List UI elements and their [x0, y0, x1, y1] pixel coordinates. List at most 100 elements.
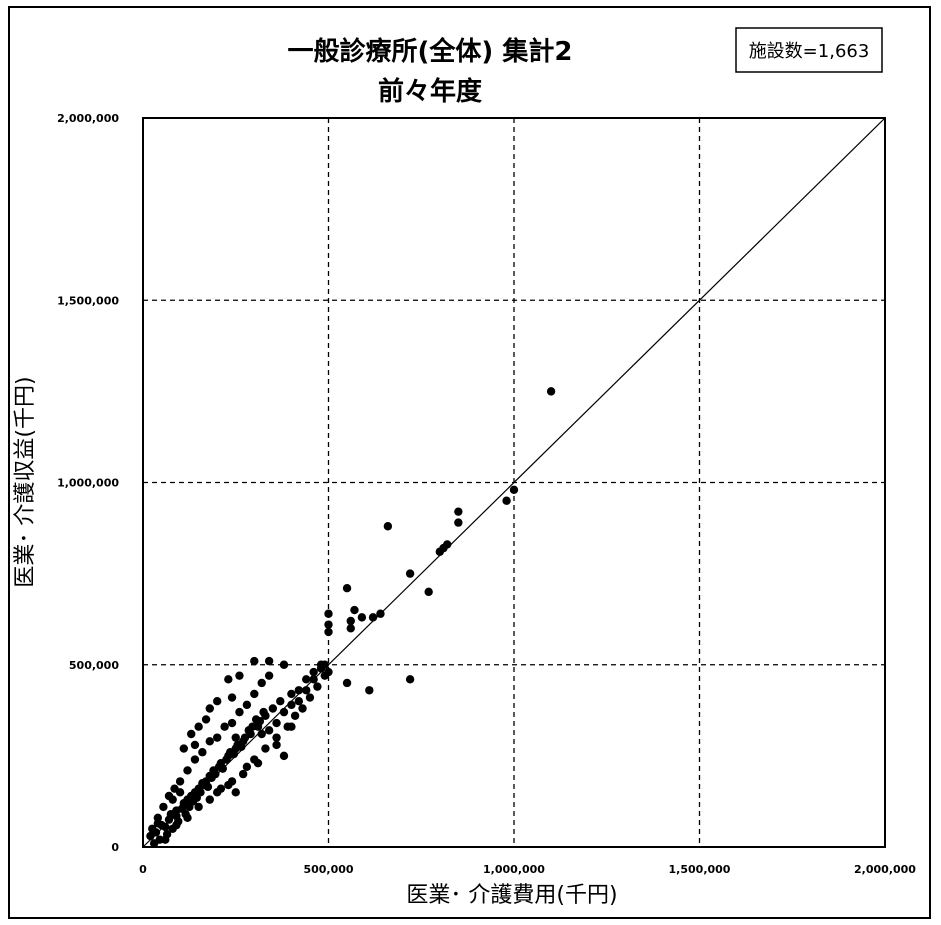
data-point	[220, 722, 229, 731]
data-point	[350, 605, 359, 615]
data-point	[324, 627, 333, 637]
data-point	[546, 387, 556, 396]
data-point	[213, 697, 222, 706]
data-point	[161, 822, 170, 832]
chart-title: 一般診療所(全体) 集計2	[288, 36, 573, 67]
chart-frame	[8, 6, 931, 919]
data-point	[316, 660, 326, 669]
data-point	[205, 704, 214, 713]
data-point	[159, 802, 168, 812]
facility-count-box	[735, 27, 883, 73]
data-point	[242, 762, 252, 772]
data-point	[405, 675, 415, 684]
data-point	[264, 726, 274, 735]
reference-line	[142, 117, 886, 848]
data-point	[250, 656, 259, 666]
data-point	[383, 522, 393, 531]
data-point	[294, 686, 304, 695]
data-point	[231, 733, 240, 742]
data-point	[183, 766, 192, 775]
data-point	[205, 771, 214, 781]
data-point	[290, 711, 300, 720]
data-point	[368, 613, 378, 622]
y-tick-labels: 0 500,000 1,000,000 1,500,000 2,000,000	[57, 112, 119, 854]
data-point	[240, 733, 250, 742]
data-point	[454, 507, 463, 516]
data-point	[313, 682, 322, 691]
data-point	[276, 697, 285, 706]
data-point	[190, 788, 200, 797]
data-point	[302, 686, 311, 695]
data-point	[218, 764, 227, 773]
plot-area	[142, 117, 886, 848]
data-point	[309, 667, 318, 677]
data-point	[235, 671, 244, 680]
y-tick-label: 2,000,000	[57, 112, 119, 125]
data-point	[175, 788, 185, 797]
data-point	[242, 700, 252, 710]
data-point	[237, 742, 246, 751]
data-point	[279, 707, 289, 717]
data-point	[376, 609, 385, 618]
data-point	[183, 795, 192, 804]
data-point	[272, 733, 281, 742]
facility-count-badge: 施設数=1,663	[749, 41, 870, 62]
data-point	[213, 788, 222, 797]
chart-subtitle: 前々年度	[378, 76, 482, 107]
data-point	[268, 704, 278, 713]
x-tick-label: 1,500,000	[669, 863, 731, 876]
data-point	[257, 729, 266, 739]
data-point	[302, 675, 311, 684]
data-point	[198, 779, 207, 788]
data-point	[357, 613, 367, 622]
x-tick-labels: 0 500,000 1,000,000 1,500,000 2,000,000	[139, 863, 916, 876]
data-point	[238, 769, 248, 779]
data-point	[149, 839, 159, 848]
data-point	[294, 697, 304, 706]
data-point	[454, 518, 463, 527]
data-point	[205, 737, 214, 746]
data-point	[346, 624, 355, 633]
data-point	[229, 749, 239, 759]
data-point	[179, 744, 189, 753]
y-tick-label: 1,500,000	[57, 294, 119, 307]
data-point	[224, 780, 233, 790]
data-point	[250, 689, 259, 699]
data-point	[177, 804, 187, 813]
data-point	[279, 751, 289, 761]
data-point	[235, 707, 244, 717]
data-point	[264, 671, 274, 680]
data-point	[261, 744, 270, 753]
data-point	[287, 722, 296, 731]
data-point	[222, 755, 231, 764]
x-tick-label: 0	[139, 863, 147, 876]
data-point	[198, 748, 207, 757]
data-point	[287, 689, 296, 699]
data-point	[248, 722, 257, 731]
reference-line-layer	[142, 117, 886, 848]
data-point	[502, 496, 511, 505]
data-point	[175, 777, 185, 786]
data-point	[346, 616, 355, 626]
data-point	[194, 802, 203, 812]
data-point	[287, 700, 296, 710]
data-point	[309, 675, 318, 684]
data-point	[153, 819, 163, 828]
data-point	[279, 660, 289, 669]
data-point	[194, 722, 203, 731]
data-point	[190, 755, 200, 764]
data-point	[164, 815, 174, 824]
data-point	[164, 791, 174, 801]
data-point	[187, 729, 196, 739]
y-tick-label: 500,000	[69, 659, 119, 672]
data-point	[227, 718, 237, 728]
data-points	[146, 387, 556, 848]
data-point	[168, 824, 177, 833]
data-point	[443, 540, 452, 549]
data-point	[259, 707, 268, 717]
data-point	[162, 830, 172, 839]
data-point	[227, 693, 237, 702]
data-point	[253, 758, 263, 768]
data-point	[213, 733, 222, 742]
